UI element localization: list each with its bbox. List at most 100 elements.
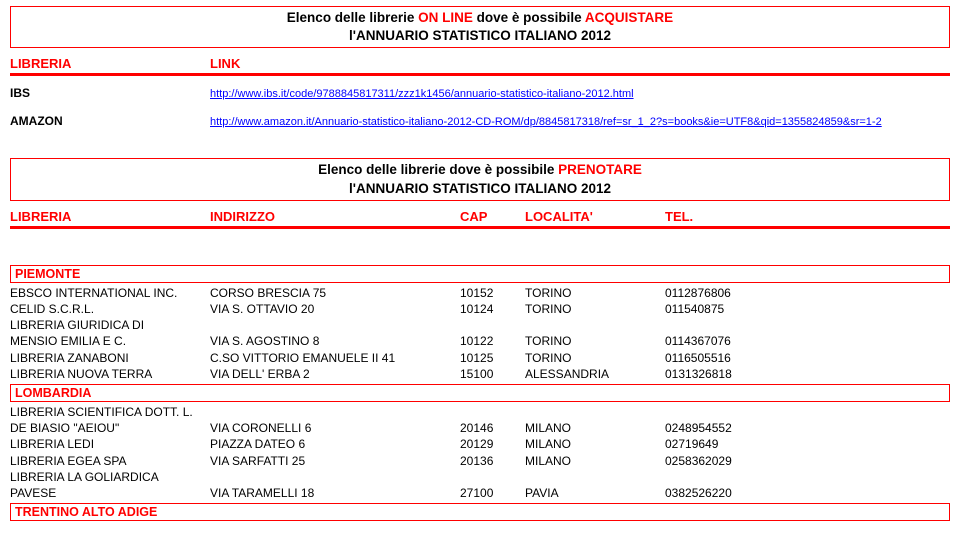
cell-cap: 15100 (460, 366, 525, 382)
header2-indirizzo: INDIRIZZO (210, 209, 460, 224)
cell-cap (460, 317, 525, 333)
red-bar-2 (10, 226, 950, 229)
title1-mid: dove è possibile (473, 10, 585, 25)
cell-indirizzo: VIA S. AGOSTINO 8 (210, 333, 460, 349)
cell-libreria: LIBRERIA SCIENTIFICA DOTT. L. (10, 404, 210, 420)
cell-libreria: PAVESE (10, 485, 210, 501)
region-lombardia: LOMBARDIA (10, 384, 950, 402)
table-row: MENSIO EMILIA E C.VIA S. AGOSTINO 810122… (10, 333, 950, 349)
cell-indirizzo: VIA SARFATTI 25 (210, 453, 460, 469)
cell-tel: 02719649 (665, 436, 775, 452)
region-piemonte: PIEMONTE (10, 265, 950, 283)
header2-cap: CAP (460, 209, 525, 224)
header2-localita: LOCALITA' (525, 209, 665, 224)
table-row: PAVESEVIA TARAMELLI 1827100PAVIA03825262… (10, 485, 950, 501)
header-row-data: LIBRERIA INDIRIZZO CAP LOCALITA' TEL. (10, 209, 950, 224)
table-row: LIBRERIA ZANABONIC.SO VITTORIO EMANUELE … (10, 350, 950, 366)
header-link: LINK (210, 56, 950, 71)
header2-tel: TEL. (665, 209, 775, 224)
header-row-links: LIBRERIA LINK (10, 56, 950, 71)
cell-cap (460, 469, 525, 485)
cell-tel: 0258362029 (665, 453, 775, 469)
cell-libreria: DE BIASIO "AEIOU" (10, 420, 210, 436)
cell-indirizzo (210, 317, 460, 333)
header-libreria: LIBRERIA (10, 56, 210, 71)
table-row: LIBRERIA LA GOLIARDICA (10, 469, 950, 485)
cell-libreria: EBSCO INTERNATIONAL INC. (10, 285, 210, 301)
link-name-amazon: AMAZON (10, 114, 210, 128)
cell-libreria: LIBRERIA GIURIDICA DI (10, 317, 210, 333)
cell-libreria: LIBRERIA ZANABONI (10, 350, 210, 366)
link-url-amazon[interactable]: http://www.amazon.it/Annuario-statistico… (210, 116, 882, 128)
rows-piemonte: EBSCO INTERNATIONAL INC.CORSO BRESCIA 75… (10, 285, 950, 382)
cell-libreria: CELID S.C.R.L. (10, 301, 210, 317)
cell-libreria: MENSIO EMILIA E C. (10, 333, 210, 349)
cell-localita: PAVIA (525, 485, 665, 501)
table-row: LIBRERIA SCIENTIFICA DOTT. L. (10, 404, 950, 420)
title1-pre: Elenco delle librerie (287, 10, 418, 25)
region-trentino: TRENTINO ALTO ADIGE (10, 503, 950, 521)
header2-libreria: LIBRERIA (10, 209, 210, 224)
cell-localita: TORINO (525, 285, 665, 301)
link-name-ibs: IBS (10, 86, 210, 100)
cell-tel (665, 404, 775, 420)
cell-cap: 27100 (460, 485, 525, 501)
table-row: LIBRERIA GIURIDICA DI (10, 317, 950, 333)
title1-end: ACQUISTARE (585, 10, 673, 25)
cell-cap: 10124 (460, 301, 525, 317)
cell-tel (665, 317, 775, 333)
cell-localita (525, 469, 665, 485)
cell-localita: TORINO (525, 350, 665, 366)
cell-indirizzo: CORSO BRESCIA 75 (210, 285, 460, 301)
link-row-amazon: AMAZON http://www.amazon.it/Annuario-sta… (10, 114, 950, 128)
cell-libreria: LIBRERIA NUOVA TERRA (10, 366, 210, 382)
cell-tel: 0131326818 (665, 366, 775, 382)
table-row: DE BIASIO "AEIOU"VIA CORONELLI 620146MIL… (10, 420, 950, 436)
title-box-prenotare: Elenco delle librerie dove è possibile P… (10, 158, 950, 200)
cell-libreria: LIBRERIA LA GOLIARDICA (10, 469, 210, 485)
cell-cap: 20146 (460, 420, 525, 436)
title-box-acquistare: Elenco delle librerie ON LINE dove è pos… (10, 6, 950, 48)
cell-localita: MILANO (525, 453, 665, 469)
cell-cap (460, 404, 525, 420)
cell-tel: 0116505516 (665, 350, 775, 366)
link-url-ibs[interactable]: http://www.ibs.it/code/9788845817311/zzz… (210, 88, 634, 100)
cell-localita: ALESSANDRIA (525, 366, 665, 382)
link-row-ibs: IBS http://www.ibs.it/code/9788845817311… (10, 86, 950, 100)
cell-tel: 0382526220 (665, 485, 775, 501)
table-row: CELID S.C.R.L.VIA S. OTTAVIO 2010124TORI… (10, 301, 950, 317)
cell-tel: 0248954552 (665, 420, 775, 436)
cell-tel: 011540875 (665, 301, 775, 317)
table-row: EBSCO INTERNATIONAL INC.CORSO BRESCIA 75… (10, 285, 950, 301)
cell-indirizzo (210, 469, 460, 485)
cell-cap: 10125 (460, 350, 525, 366)
cell-localita (525, 404, 665, 420)
cell-tel (665, 469, 775, 485)
table-row: LIBRERIA EGEA SPAVIA SARFATTI 2520136MIL… (10, 453, 950, 469)
cell-tel: 0112876806 (665, 285, 775, 301)
title1-line2: l'ANNUARIO STATISTICO ITALIANO 2012 (349, 28, 611, 43)
cell-localita (525, 317, 665, 333)
table-row: LIBRERIA LEDIPIAZZA DATEO 620129MILANO02… (10, 436, 950, 452)
cell-cap: 10122 (460, 333, 525, 349)
cell-localita: TORINO (525, 301, 665, 317)
cell-indirizzo: VIA S. OTTAVIO 20 (210, 301, 460, 317)
cell-libreria: LIBRERIA LEDI (10, 436, 210, 452)
cell-indirizzo: VIA TARAMELLI 18 (210, 485, 460, 501)
table-row: LIBRERIA NUOVA TERRAVIA DELL' ERBA 21510… (10, 366, 950, 382)
title1-highlight: ON LINE (418, 10, 473, 25)
cell-cap: 20129 (460, 436, 525, 452)
rows-lombardia: LIBRERIA SCIENTIFICA DOTT. L.DE BIASIO "… (10, 404, 950, 501)
cell-indirizzo (210, 404, 460, 420)
cell-cap: 20136 (460, 453, 525, 469)
cell-libreria: LIBRERIA EGEA SPA (10, 453, 210, 469)
cell-localita: MILANO (525, 420, 665, 436)
title2-end: PRENOTARE (558, 162, 642, 177)
title2-line2: l'ANNUARIO STATISTICO ITALIANO 2012 (349, 181, 611, 196)
cell-indirizzo: VIA CORONELLI 6 (210, 420, 460, 436)
cell-cap: 10152 (460, 285, 525, 301)
title2-pre: Elenco delle librerie dove è possibile (318, 162, 558, 177)
cell-tel: 0114367076 (665, 333, 775, 349)
cell-indirizzo: PIAZZA DATEO 6 (210, 436, 460, 452)
spacer (10, 239, 950, 263)
